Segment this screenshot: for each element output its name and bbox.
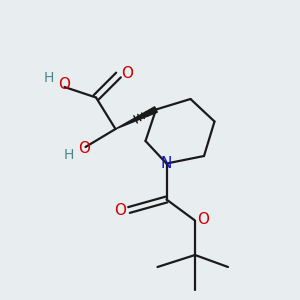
Text: H: H bbox=[44, 71, 54, 85]
Text: O: O bbox=[121, 66, 133, 81]
Text: N: N bbox=[161, 156, 172, 171]
Text: O: O bbox=[78, 141, 90, 156]
Text: O: O bbox=[197, 212, 209, 226]
Text: H: H bbox=[64, 148, 74, 162]
Polygon shape bbox=[116, 107, 157, 129]
Text: O: O bbox=[58, 77, 70, 92]
Text: O: O bbox=[115, 203, 127, 218]
